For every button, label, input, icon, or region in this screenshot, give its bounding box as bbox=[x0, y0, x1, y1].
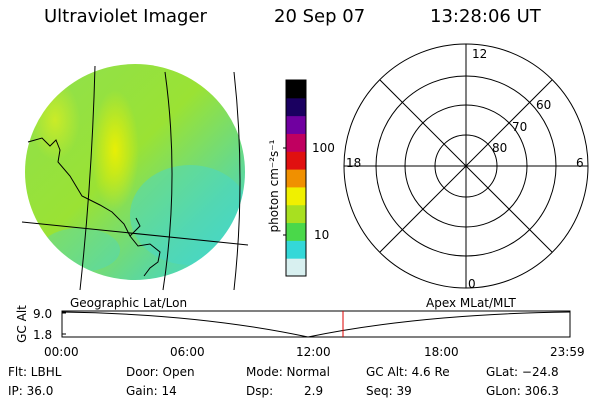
instrument-title: Ultraviolet Imager bbox=[44, 6, 207, 27]
colorbar-segment bbox=[286, 240, 306, 259]
time-tick-0000: 00:00 bbox=[44, 345, 79, 359]
mlat-label-60: 60 bbox=[536, 98, 552, 112]
gain-info: Gain: 14 bbox=[126, 384, 177, 398]
colorbar-unit-label: photon cm⁻²s⁻¹ bbox=[267, 139, 281, 233]
mlt-label-0: 0 bbox=[468, 277, 476, 291]
door-info: Door: Open bbox=[126, 365, 195, 379]
filter-info: Flt: LBHL bbox=[8, 365, 62, 379]
gc-alt-info: GC Alt: 4.6 Re bbox=[366, 365, 450, 379]
mlat-label-70: 70 bbox=[512, 120, 528, 134]
timeline-plot bbox=[61, 310, 571, 338]
mlat-label-80: 80 bbox=[492, 141, 508, 155]
polar-grid bbox=[343, 43, 589, 289]
colorbar-segment bbox=[286, 258, 306, 277]
dsp-value: 2.9 bbox=[304, 384, 324, 398]
colorbar-segment bbox=[286, 186, 306, 206]
mlt-label-6: 6 bbox=[576, 156, 584, 170]
colorbar-segment bbox=[286, 151, 306, 170]
geo-coord-label: Geographic Lat/Lon bbox=[70, 296, 188, 310]
mode-info: Mode: Normal bbox=[246, 365, 330, 379]
apex-coord-label: Apex MLat/MLT bbox=[426, 296, 516, 310]
gc-alt-axis-title: GC Alt bbox=[15, 305, 29, 343]
colorbar-tick-10: 10 bbox=[314, 228, 330, 242]
geo-grid-lines bbox=[21, 65, 249, 291]
time-tick-2359: 23:59 bbox=[550, 345, 585, 359]
colorbar-segment bbox=[286, 169, 306, 188]
colorbar-segment bbox=[286, 97, 306, 117]
gc-alt-tick-9: 9.0 bbox=[33, 307, 53, 321]
dsp-label: Dsp: bbox=[246, 384, 274, 398]
uv-earth-image bbox=[25, 64, 245, 280]
colorbar-segment bbox=[286, 204, 306, 224]
mlt-label-18: 18 bbox=[346, 156, 362, 170]
coastline bbox=[27, 137, 161, 277]
time-tick-1200: 12:00 bbox=[296, 345, 331, 359]
colorbar-segment bbox=[286, 133, 306, 152]
date-label: 20 Sep 07 bbox=[274, 6, 366, 27]
colorbar-segment bbox=[286, 222, 306, 241]
colorbar-tick-100: 100 bbox=[312, 141, 335, 155]
glon-info: GLon: 306.3 bbox=[486, 384, 559, 398]
colorbar-segment bbox=[286, 115, 306, 134]
time-tick-0600: 06:00 bbox=[170, 345, 205, 359]
mlt-label-12: 12 bbox=[472, 47, 488, 61]
ip-info: IP: 36.0 bbox=[8, 384, 54, 398]
time-label: 13:28:06 UT bbox=[430, 6, 541, 27]
colorbar-segment bbox=[286, 80, 306, 99]
colorbar bbox=[286, 80, 306, 277]
glat-info: GLat: −24.8 bbox=[486, 365, 559, 379]
seq-info: Seq: 39 bbox=[366, 384, 412, 398]
gc-alt-tick-1-8: 1.8 bbox=[33, 328, 53, 342]
time-tick-1800: 18:00 bbox=[424, 345, 459, 359]
